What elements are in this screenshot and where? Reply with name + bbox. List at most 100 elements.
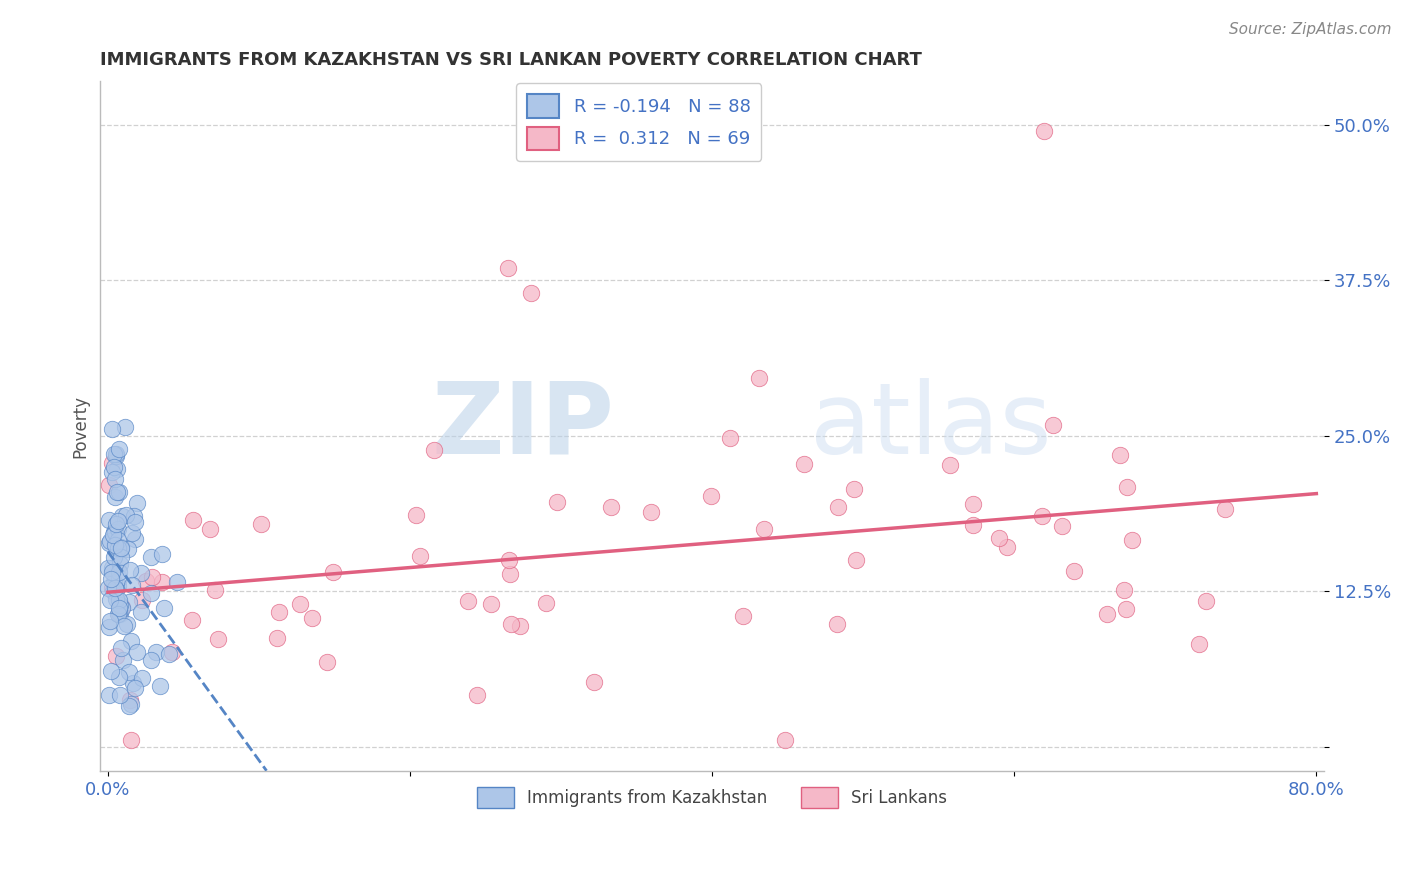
Point — [316, 656, 339, 670]
Point — [105, 447, 128, 461]
Point — [1213, 502, 1236, 516]
Point — [111, 509, 134, 524]
Point — [118, 698, 141, 713]
Point — [104, 537, 127, 551]
Point — [104, 582, 127, 596]
Point — [110, 640, 132, 655]
Point — [718, 430, 741, 444]
Point — [322, 566, 344, 580]
Point — [1095, 607, 1118, 621]
Point — [150, 547, 173, 561]
Point — [748, 371, 770, 385]
Point — [100, 533, 122, 548]
Point — [149, 679, 172, 693]
Point — [115, 508, 138, 523]
Point — [141, 653, 163, 667]
Point — [101, 456, 124, 470]
Point — [409, 549, 432, 563]
Point — [825, 617, 848, 632]
Point — [120, 634, 142, 648]
Point — [100, 614, 122, 628]
Point — [131, 671, 153, 685]
Point — [105, 484, 128, 499]
Point — [120, 697, 142, 711]
Point — [827, 500, 849, 514]
Point — [104, 648, 127, 663]
Point — [108, 598, 131, 612]
Point — [98, 535, 121, 549]
Point — [733, 608, 755, 623]
Point — [962, 518, 984, 533]
Point — [121, 526, 143, 541]
Legend: Immigrants from Kazakhstan, Sri Lankans: Immigrants from Kazakhstan, Sri Lankans — [471, 780, 953, 814]
Point — [108, 601, 131, 615]
Point — [501, 617, 523, 632]
Point — [120, 693, 142, 707]
Point — [301, 611, 323, 625]
Point — [122, 676, 145, 690]
Point — [120, 563, 142, 577]
Point — [267, 605, 290, 619]
Point — [121, 577, 143, 591]
Point — [100, 664, 122, 678]
Point — [499, 566, 522, 581]
Point — [103, 574, 125, 589]
Point — [125, 645, 148, 659]
Point — [98, 593, 121, 607]
Point — [997, 541, 1019, 555]
Point — [104, 472, 127, 486]
Point — [108, 442, 131, 456]
Point — [141, 570, 163, 584]
Point — [129, 605, 152, 619]
Point — [405, 508, 427, 522]
Point — [754, 523, 776, 537]
Point — [1031, 509, 1053, 524]
Point — [131, 592, 153, 607]
Point — [139, 586, 162, 600]
Point — [1195, 593, 1218, 607]
Point — [496, 260, 519, 275]
Point — [101, 422, 124, 436]
Point — [162, 645, 184, 659]
Point — [180, 613, 202, 627]
Point — [108, 565, 131, 579]
Point — [129, 566, 152, 580]
Point — [107, 523, 129, 537]
Point — [141, 550, 163, 565]
Point — [135, 574, 157, 588]
Point — [104, 516, 127, 531]
Point — [1188, 637, 1211, 651]
Point — [204, 583, 226, 598]
Point — [117, 595, 139, 609]
Point — [118, 665, 141, 679]
Point — [98, 513, 121, 527]
Point — [600, 500, 623, 514]
Point — [101, 561, 124, 575]
Point — [104, 592, 127, 607]
Point — [1063, 564, 1085, 578]
Point — [107, 533, 129, 547]
Point — [1033, 124, 1056, 138]
Point — [101, 583, 124, 598]
Y-axis label: Poverty: Poverty — [72, 395, 89, 458]
Point — [150, 574, 173, 589]
Point — [157, 647, 180, 661]
Point — [288, 597, 311, 611]
Point — [1109, 448, 1132, 462]
Point — [110, 542, 132, 557]
Point — [479, 597, 502, 611]
Text: ZIP: ZIP — [432, 378, 614, 475]
Point — [124, 532, 146, 546]
Point — [97, 689, 120, 703]
Point — [181, 513, 204, 527]
Point — [773, 733, 796, 747]
Point — [793, 457, 815, 471]
Point — [105, 461, 128, 475]
Point — [100, 581, 122, 595]
Point — [107, 579, 129, 593]
Point — [111, 599, 134, 614]
Point — [110, 541, 132, 555]
Point — [1121, 533, 1143, 547]
Point — [498, 553, 520, 567]
Text: IMMIGRANTS FROM KAZAKHSTAN VS SRI LANKAN POVERTY CORRELATION CHART: IMMIGRANTS FROM KAZAKHSTAN VS SRI LANKAN… — [100, 51, 922, 69]
